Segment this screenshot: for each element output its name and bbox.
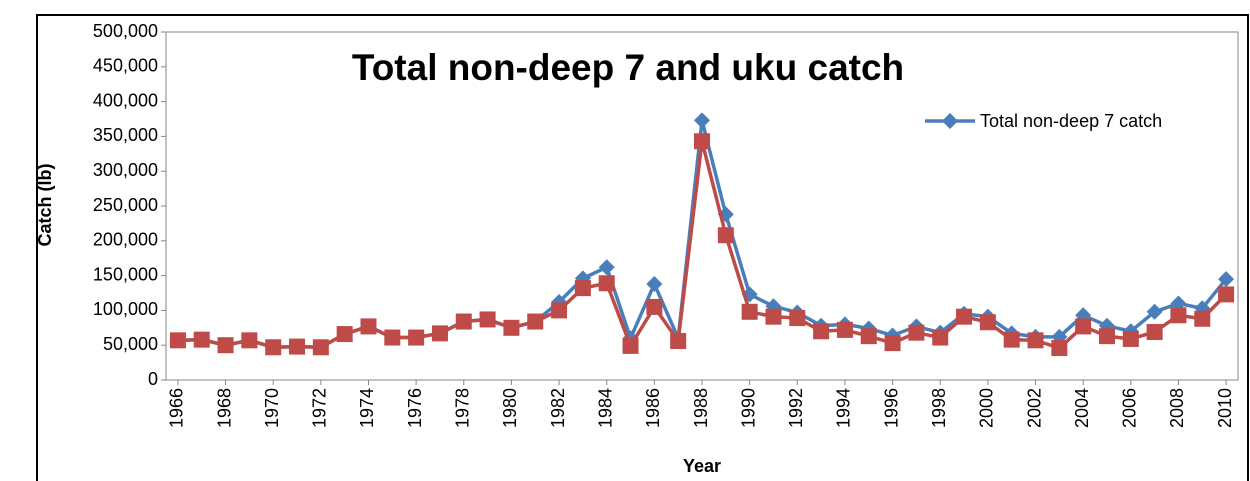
data-point bbox=[598, 259, 615, 276]
x-tick-label: 1986 bbox=[643, 388, 663, 428]
data-point bbox=[646, 298, 663, 315]
legend-marker bbox=[942, 113, 958, 129]
y-tick-label: 0 bbox=[148, 369, 158, 389]
x-tick-label: 1990 bbox=[738, 388, 758, 428]
data-point bbox=[1146, 303, 1163, 320]
x-tick-label: 1978 bbox=[453, 388, 473, 428]
x-tick-label: 1994 bbox=[834, 388, 854, 428]
x-tick-label: 1988 bbox=[691, 388, 711, 428]
y-tick-label: 100,000 bbox=[93, 299, 158, 319]
data-point bbox=[884, 335, 901, 352]
x-tick-label: 1980 bbox=[500, 388, 520, 428]
data-point bbox=[1194, 310, 1211, 327]
data-point bbox=[241, 332, 258, 349]
data-point bbox=[956, 308, 973, 325]
y-tick-label: 400,000 bbox=[93, 90, 158, 110]
data-point bbox=[932, 329, 949, 346]
x-tick-label: 1992 bbox=[786, 388, 806, 428]
data-point bbox=[1051, 339, 1068, 356]
data-point bbox=[1122, 330, 1139, 347]
data-point bbox=[694, 133, 710, 150]
data-point bbox=[670, 333, 687, 350]
data-point bbox=[646, 275, 663, 292]
x-tick-label: 1974 bbox=[357, 388, 377, 428]
x-axis-label: Year bbox=[683, 456, 721, 476]
y-tick-label: 250,000 bbox=[93, 195, 158, 215]
x-tick-label: 2010 bbox=[1215, 388, 1235, 428]
chart-frame bbox=[36, 14, 1249, 481]
data-point bbox=[789, 310, 806, 327]
x-tick-label: 1976 bbox=[405, 388, 425, 428]
data-point bbox=[193, 331, 210, 348]
data-point bbox=[217, 337, 234, 354]
legend-label: Total non-deep 7 catch bbox=[980, 111, 1163, 131]
data-point bbox=[408, 329, 425, 346]
data-point bbox=[312, 339, 329, 356]
data-point bbox=[336, 326, 353, 343]
data-point bbox=[574, 280, 591, 297]
y-tick-label: 200,000 bbox=[93, 230, 158, 250]
data-point bbox=[503, 319, 520, 336]
data-point bbox=[860, 328, 877, 345]
y-axis-label: Catch (lb) bbox=[35, 163, 55, 246]
x-tick-label: 2004 bbox=[1072, 388, 1092, 428]
data-point bbox=[169, 332, 186, 349]
data-point bbox=[1218, 286, 1235, 303]
data-point bbox=[455, 313, 472, 330]
data-point bbox=[741, 303, 758, 320]
data-point bbox=[717, 227, 734, 244]
y-tick-label: 350,000 bbox=[93, 125, 158, 145]
data-point bbox=[1146, 323, 1163, 340]
y-tick-label: 300,000 bbox=[93, 160, 158, 180]
data-point bbox=[1075, 318, 1092, 335]
data-point bbox=[551, 302, 568, 319]
x-tick-label: 2006 bbox=[1120, 388, 1140, 428]
x-tick-label: 2002 bbox=[1024, 388, 1044, 428]
data-point bbox=[1003, 331, 1020, 348]
x-tick-label: 1972 bbox=[310, 388, 330, 428]
x-tick-label: 1966 bbox=[167, 388, 187, 428]
x-tick-label: 1968 bbox=[214, 388, 234, 428]
x-tick-label: 1996 bbox=[881, 388, 901, 428]
y-tick-label: 450,000 bbox=[93, 56, 158, 76]
data-point bbox=[836, 321, 853, 338]
y-tick-label: 150,000 bbox=[93, 264, 158, 284]
data-point bbox=[908, 324, 925, 341]
y-tick-label: 50,000 bbox=[103, 334, 158, 354]
x-tick-label: 1984 bbox=[595, 388, 615, 428]
data-point bbox=[360, 318, 377, 335]
x-tick-label: 2000 bbox=[977, 388, 997, 428]
data-point bbox=[1027, 332, 1044, 349]
chart-title: Total non-deep 7 and uku catch bbox=[352, 47, 904, 88]
data-point bbox=[598, 275, 615, 292]
data-point bbox=[1218, 271, 1235, 288]
data-point bbox=[979, 314, 996, 331]
data-point bbox=[622, 337, 639, 354]
x-tick-label: 2008 bbox=[1167, 388, 1187, 428]
x-tick-label: 1982 bbox=[548, 388, 568, 428]
series-line bbox=[177, 140, 1228, 350]
data-point bbox=[765, 308, 782, 325]
data-point bbox=[265, 339, 282, 356]
data-point bbox=[289, 338, 306, 355]
data-point bbox=[1098, 328, 1115, 345]
data-point bbox=[694, 112, 710, 129]
data-point bbox=[479, 311, 496, 328]
y-tick-label: 500,000 bbox=[93, 21, 158, 41]
data-point bbox=[813, 323, 830, 340]
data-point bbox=[431, 325, 448, 342]
data-point bbox=[527, 313, 544, 330]
data-point bbox=[384, 329, 401, 346]
x-tick-label: 1998 bbox=[929, 388, 949, 428]
x-tick-label: 1970 bbox=[262, 388, 282, 428]
data-point bbox=[1170, 307, 1187, 324]
